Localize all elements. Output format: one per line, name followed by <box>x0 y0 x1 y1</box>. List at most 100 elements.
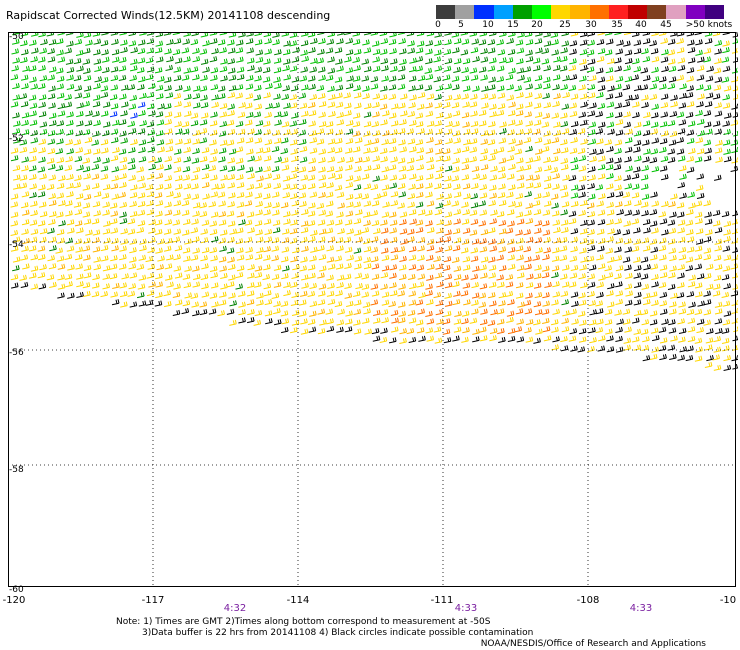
wind-barb <box>542 292 550 299</box>
wind-barb <box>679 173 687 180</box>
wind-barb <box>452 130 461 137</box>
wind-barb <box>157 103 165 110</box>
wind-barb <box>327 282 335 289</box>
wind-barb <box>668 247 677 254</box>
wind-barb <box>155 111 164 118</box>
wind-barb <box>111 49 120 56</box>
wind-barb <box>561 103 570 110</box>
wind-barb <box>489 327 498 334</box>
wind-barb <box>586 49 595 56</box>
wind-barb <box>308 120 316 127</box>
wind-barb <box>453 318 462 325</box>
wind-barb <box>562 91 570 99</box>
wind-barb <box>415 55 424 63</box>
wind-barb <box>687 335 696 343</box>
wind-barb <box>479 283 488 290</box>
wind-barb <box>353 201 361 208</box>
wind-barb <box>280 310 289 317</box>
wind-barb <box>47 48 55 55</box>
wind-barb <box>704 344 713 351</box>
wind-barb <box>507 119 516 126</box>
wind-barb <box>130 138 138 146</box>
wind-barb <box>586 255 595 262</box>
wind-barb <box>444 300 453 307</box>
wind-barb <box>615 129 624 136</box>
wind-barb <box>487 129 496 136</box>
wind-barb <box>235 84 244 91</box>
wind-barb <box>352 121 361 128</box>
wind-barb <box>714 264 723 271</box>
wind-barb <box>283 211 291 218</box>
wind-barb <box>346 254 354 261</box>
wind-barb <box>148 164 156 171</box>
wind-barb <box>433 56 441 63</box>
wind-barb <box>48 218 56 226</box>
wind-barb <box>615 290 624 297</box>
wind-barb <box>119 290 128 298</box>
wind-barb <box>154 47 163 54</box>
wind-barb <box>371 200 380 207</box>
wind-barb <box>425 128 433 135</box>
wind-barb <box>676 148 685 155</box>
wind-barb <box>157 238 165 245</box>
wind-barb <box>696 173 705 180</box>
wind-barb <box>199 308 208 316</box>
wind-barb <box>533 119 542 126</box>
wind-barb <box>174 183 183 190</box>
wind-barb <box>192 93 201 100</box>
wind-barb <box>127 228 136 235</box>
wind-barb <box>633 48 642 55</box>
wind-barb <box>470 218 479 225</box>
wind-barb <box>389 58 398 65</box>
wind-barb <box>83 254 91 261</box>
wind-barb <box>111 38 119 45</box>
wind-barb <box>706 328 714 335</box>
wind-barb <box>209 38 218 45</box>
wind-barb <box>282 265 290 272</box>
wind-barb <box>605 328 613 335</box>
wind-barb <box>696 318 705 325</box>
wind-barb <box>254 137 263 144</box>
scale-swatch <box>608 5 629 19</box>
wind-barb <box>100 76 109 83</box>
wind-barb <box>722 102 731 109</box>
wind-barb <box>208 201 217 208</box>
wind-barb <box>148 227 156 234</box>
wind-barb <box>670 94 678 101</box>
wind-barb <box>453 326 462 333</box>
wind-barb <box>434 65 443 72</box>
wind-barb <box>272 39 280 46</box>
wind-barb <box>199 119 208 126</box>
wind-barb <box>318 101 327 108</box>
wind-barb <box>283 102 291 109</box>
wind-barb <box>319 319 327 326</box>
wind-barb <box>713 335 721 343</box>
wind-barb <box>307 318 316 325</box>
wind-barb <box>328 94 336 101</box>
wind-barb <box>110 227 119 234</box>
wind-barb <box>417 236 426 243</box>
wind-barb <box>299 156 308 163</box>
wind-barb <box>479 318 488 326</box>
wind-barb <box>426 164 435 171</box>
wind-barb <box>290 148 298 155</box>
wind-barb <box>730 263 738 270</box>
wind-barb <box>56 211 64 218</box>
wind-barb <box>236 247 244 254</box>
wind-barb <box>570 291 579 298</box>
wind-barb <box>76 110 84 118</box>
wind-barb <box>226 247 235 254</box>
wind-barb <box>489 192 497 199</box>
wind-barb <box>643 148 651 155</box>
wind-barb <box>633 146 641 153</box>
wind-barb <box>184 93 192 100</box>
wind-barb <box>498 183 506 190</box>
wind-barb <box>703 254 712 261</box>
wind-barb <box>165 138 174 145</box>
wind-barb <box>280 202 289 209</box>
wind-barb <box>436 219 444 226</box>
wind-barb <box>569 40 578 47</box>
wind-barb <box>587 219 595 226</box>
wind-barb <box>109 273 118 280</box>
wind-barb <box>668 319 676 326</box>
